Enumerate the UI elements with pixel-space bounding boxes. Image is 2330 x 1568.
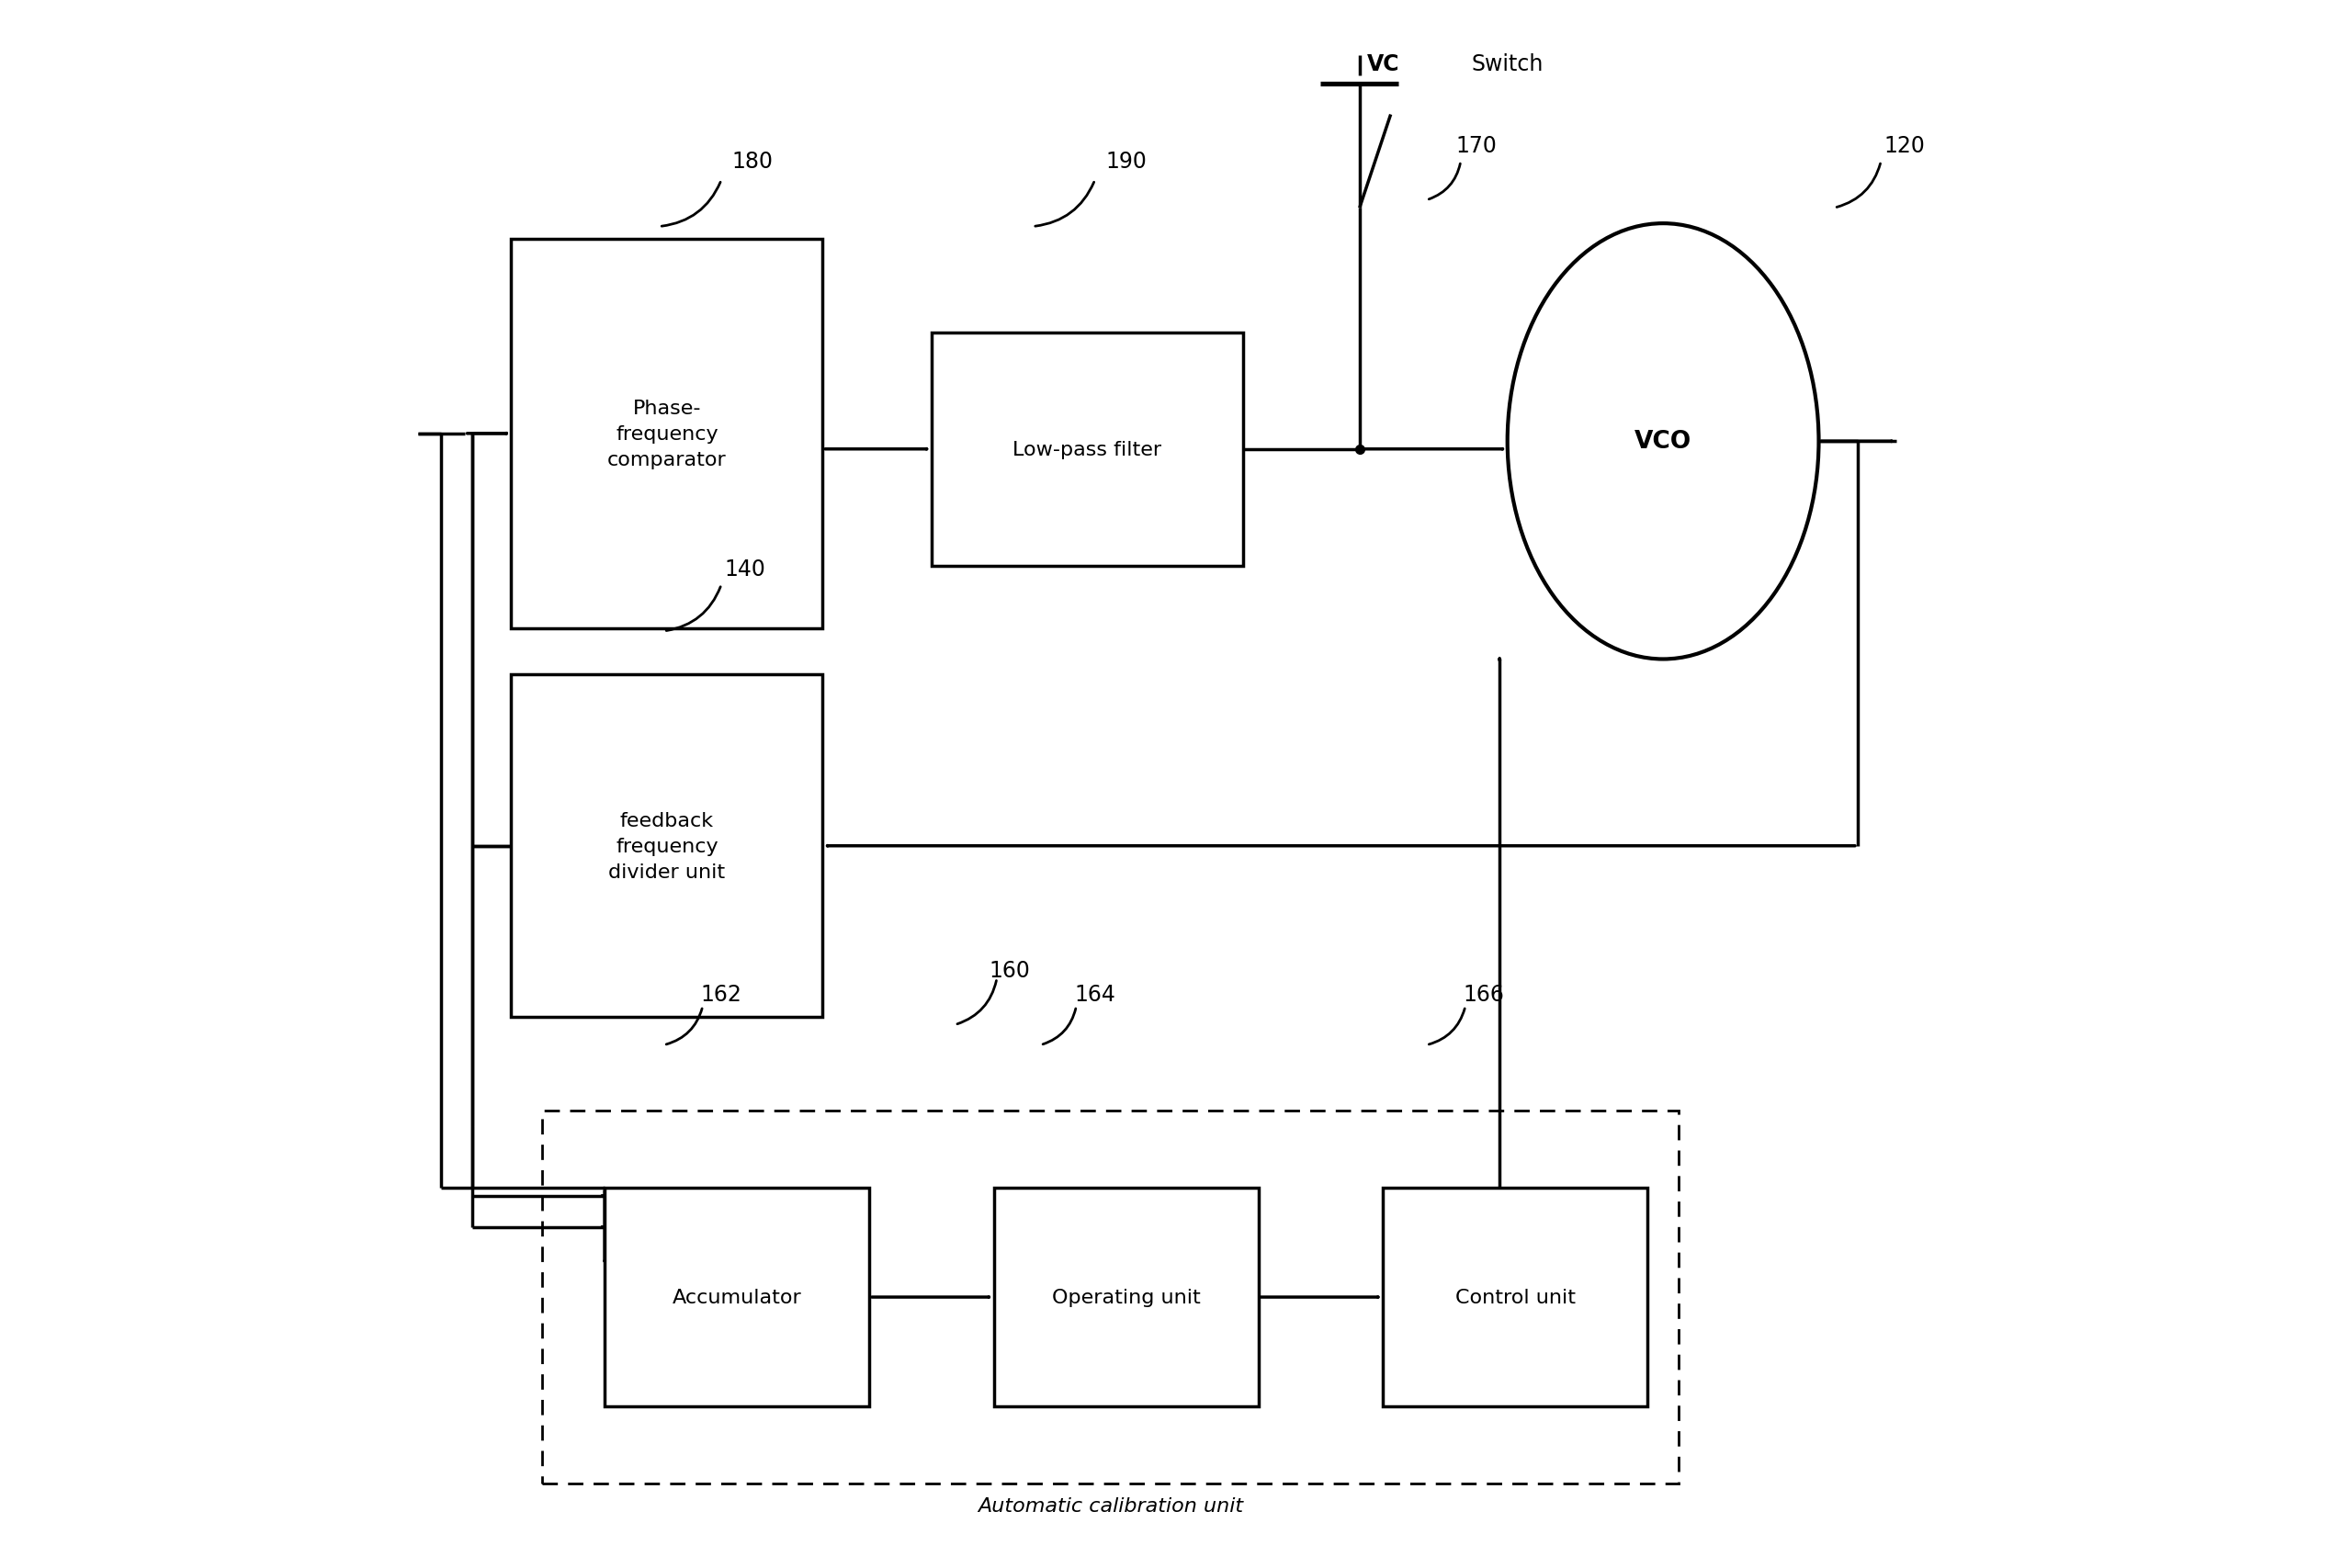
FancyArrowPatch shape (1428, 165, 1461, 201)
Text: 166: 166 (1463, 983, 1505, 1005)
FancyArrowPatch shape (666, 588, 720, 632)
Text: 120: 120 (1883, 135, 1925, 157)
Text: 190: 190 (1104, 151, 1146, 172)
FancyArrowPatch shape (662, 183, 720, 227)
Text: 170: 170 (1456, 135, 1496, 157)
Text: Low-pass filter: Low-pass filter (1014, 441, 1163, 459)
FancyArrowPatch shape (1044, 1008, 1076, 1044)
Bar (995, 1189, 1258, 1406)
Text: VC: VC (1368, 53, 1400, 75)
Bar (606, 1189, 869, 1406)
Text: Accumulator: Accumulator (673, 1287, 802, 1306)
Text: Control unit: Control unit (1454, 1287, 1575, 1306)
FancyArrowPatch shape (1428, 1008, 1466, 1044)
Text: 162: 162 (701, 983, 741, 1005)
Text: Switch: Switch (1473, 53, 1542, 75)
Bar (543, 1110, 1678, 1483)
FancyArrowPatch shape (666, 1008, 701, 1044)
Ellipse shape (1508, 224, 1820, 660)
Bar (932, 332, 1242, 566)
Bar (510, 240, 822, 629)
Text: VCO: VCO (1633, 430, 1692, 453)
Text: Phase-
frequency
comparator: Phase- frequency comparator (608, 400, 727, 469)
Text: 140: 140 (725, 558, 764, 580)
Bar (510, 676, 822, 1018)
Text: 180: 180 (732, 151, 774, 172)
Text: 160: 160 (988, 960, 1030, 982)
Text: Automatic calibration unit: Automatic calibration unit (979, 1496, 1244, 1515)
Text: Operating unit: Operating unit (1051, 1287, 1200, 1306)
FancyArrowPatch shape (1836, 165, 1880, 209)
Text: 164: 164 (1074, 983, 1116, 1005)
Bar (1384, 1189, 1647, 1406)
Text: feedback
frequency
divider unit: feedback frequency divider unit (608, 811, 725, 881)
FancyArrowPatch shape (958, 982, 997, 1024)
FancyArrowPatch shape (1035, 183, 1095, 227)
